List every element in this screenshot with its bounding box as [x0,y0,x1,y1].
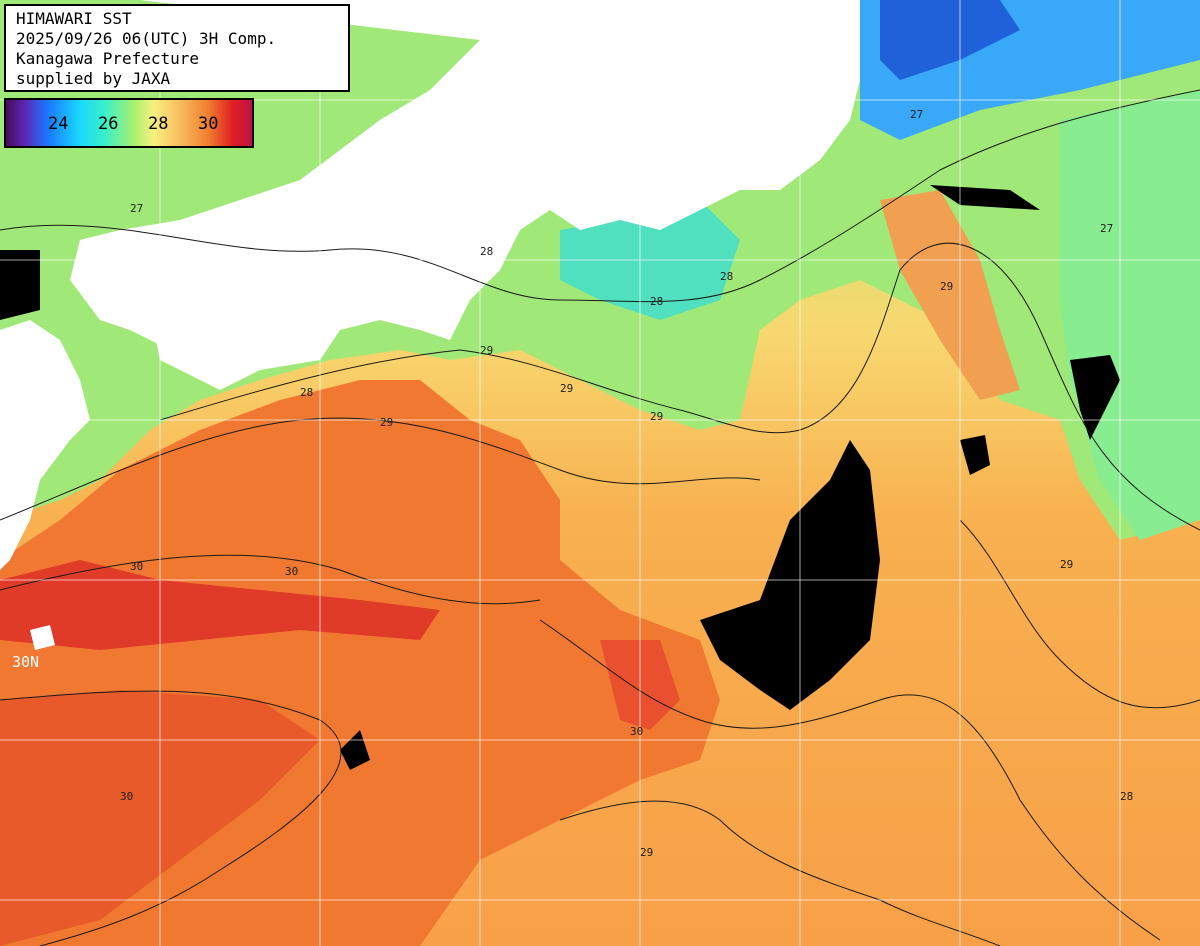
legend-label-24: 24 [48,114,69,134]
contour-29b [539,619,1161,941]
cloud-mask-east-small [960,435,990,475]
contour-label: 27 [130,202,143,215]
latitude-label: 30N [12,653,39,671]
contour-30 [0,554,541,605]
contour-label: 29 [1060,558,1073,571]
contour-label: 28 [1120,790,1133,803]
cloud-mask-center [700,440,880,710]
contour-label: 28 [480,245,493,258]
data-source: supplied by JAXA [16,69,171,88]
map-title-box: HIMAWARI SST 2025/09/26 06(UTC) 3H Comp.… [4,4,350,92]
contour-label: 28 [650,295,663,308]
contour-label: 30 [285,565,298,578]
hot-water-core [0,560,440,650]
contour-label: 30 [630,725,643,738]
contour-label: 29 [560,382,573,395]
contour-label: 29 [650,410,663,423]
warm-patch-east [880,190,1020,400]
contour-lines [0,89,1200,946]
contour-label: 28 [720,270,733,283]
contour-label: 29 [380,416,393,429]
land-honshu [70,0,860,390]
land-island-south [30,625,55,650]
contour-value-labels: 27 28 29 30 27 28 29 29 28 27 29 29 30 3… [120,108,1133,859]
contour-label: 29 [480,344,493,357]
contour-30b [0,690,342,946]
contour-label: 29 [940,280,953,293]
contour-29c [559,800,1001,946]
land-izu [470,150,500,190]
contour-label: 29 [640,846,653,859]
coldest-water-northeast [880,0,1020,80]
contour-label: 30 [120,790,133,803]
timestamp: 2025/09/26 06(UTC) 3H Comp. [16,29,277,48]
contour-27 [0,89,1200,303]
product-name: HIMAWARI SST [16,9,132,28]
contour-29d [959,519,1200,709]
contour-29 [0,417,761,521]
region-name: Kanagawa Prefecture [16,49,200,68]
legend-label-30: 30 [198,114,219,134]
contour-label: 27 [910,108,923,121]
contour-label: 28 [300,386,313,399]
contour-label: 27 [1100,222,1113,235]
cloud-mask-east [1070,355,1120,440]
legend-label-28: 28 [148,114,169,134]
color-scale-legend: 24 26 28 30 [4,98,254,148]
legend-label-26: 26 [98,114,119,134]
contour-label: 30 [130,560,143,573]
cloud-mask-west-edge [0,250,40,320]
land-shikoku [150,300,300,380]
land-kyushu [0,320,90,570]
cloud-mask-north [930,185,1040,210]
